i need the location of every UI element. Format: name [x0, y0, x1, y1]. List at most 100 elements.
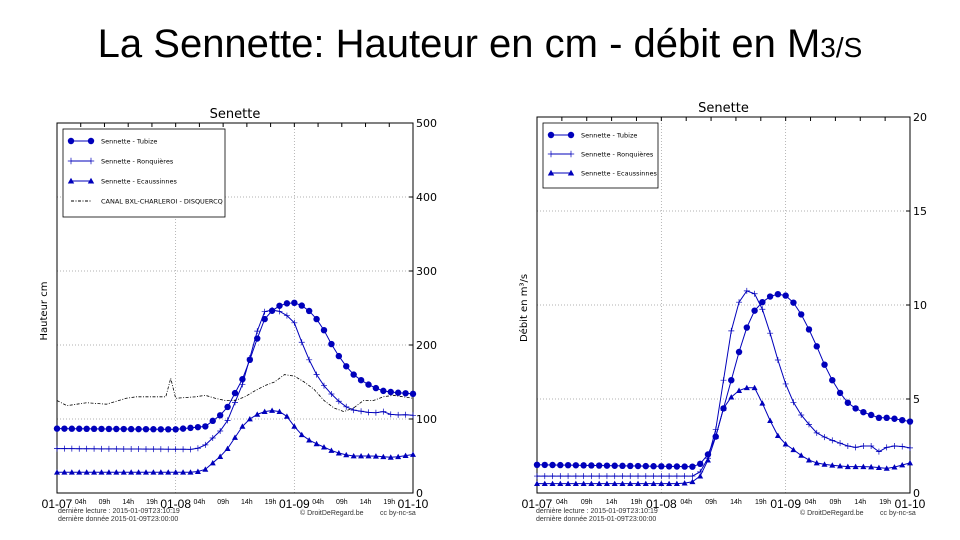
x-tick-label: 19h [146, 499, 158, 506]
data-point [157, 426, 165, 433]
data-point [720, 377, 727, 384]
data-point [883, 465, 890, 471]
data-point [120, 469, 127, 475]
x-tick-label: 14h [854, 499, 866, 506]
data-point [91, 445, 98, 452]
y-tick-label: 300 [416, 265, 437, 278]
data-point [180, 469, 187, 475]
data-point [217, 428, 224, 435]
data-point [790, 446, 797, 453]
data-point [666, 480, 673, 486]
data-point [899, 462, 906, 468]
data-point [194, 468, 201, 474]
data-point [76, 445, 83, 452]
data-point [658, 473, 665, 480]
data-point [696, 460, 704, 468]
data-point [283, 312, 290, 319]
data-point [402, 390, 409, 397]
x-tick-label: 04h [194, 499, 206, 506]
data-point [172, 446, 179, 453]
legend: Sennette - Tubize Sennette - Ronquières Se… [62, 128, 226, 218]
data-point [564, 461, 572, 469]
data-point [673, 480, 680, 486]
footer-right-1: dernière lecture : 2015-01-09T23:10:19 de… [536, 508, 658, 524]
data-point [68, 425, 76, 432]
data-point [91, 469, 98, 475]
data-point [534, 473, 540, 480]
x-tick-label: 01-09 [770, 497, 801, 511]
data-point [665, 463, 673, 470]
data-point [642, 473, 649, 480]
data-point [549, 480, 556, 486]
data-point [751, 290, 758, 297]
data-point [891, 443, 898, 449]
data-point [172, 426, 179, 433]
data-point [891, 464, 898, 470]
plot-frame [56, 122, 414, 494]
data-point [387, 454, 394, 460]
data-point [689, 463, 696, 470]
data-point [844, 443, 851, 449]
data-point [291, 319, 298, 326]
data-point [588, 462, 595, 469]
data-point [782, 441, 789, 447]
data-point [283, 300, 291, 307]
slide-title-main: La Sennette: Hauteur en cm - débit en M [97, 22, 821, 66]
data-point [61, 425, 68, 432]
series-2 [534, 287, 913, 480]
data-point [798, 311, 805, 318]
data-point [611, 473, 618, 480]
data-point [875, 464, 882, 471]
data-point [790, 399, 797, 406]
data-point [875, 448, 882, 455]
data-point [298, 302, 305, 309]
data-point [565, 480, 572, 486]
data-point [276, 308, 283, 315]
data-point [387, 388, 394, 396]
data-point [98, 469, 105, 475]
x-tick-label: 01-09 [279, 497, 310, 511]
data-point [567, 169, 575, 176]
data-point [595, 462, 603, 469]
data-point [246, 354, 253, 361]
data-point [844, 399, 852, 406]
data-point [127, 425, 135, 433]
data-point [187, 424, 194, 432]
data-point [627, 480, 634, 486]
data-point [328, 340, 335, 348]
data-point [87, 157, 95, 165]
data-point [68, 445, 75, 452]
data-point [209, 459, 216, 466]
data-point [254, 411, 261, 417]
data-point [365, 453, 372, 459]
y-tick-label: 200 [416, 339, 437, 352]
y-axis-label: Débit en m³/s [518, 274, 530, 342]
data-point [187, 446, 194, 453]
data-point [335, 398, 342, 405]
legend-label: Sennette - Tubize [581, 132, 637, 140]
data-point [580, 462, 587, 469]
data-point [142, 425, 150, 433]
x-tick-label: 09h [581, 499, 593, 506]
data-point [541, 461, 548, 469]
x-tick-label: 09h [830, 499, 842, 506]
data-point [883, 444, 890, 451]
data-point [673, 473, 680, 480]
data-point [759, 306, 766, 313]
x-tick-label: 01-07 [522, 497, 553, 511]
x-tick-label: 04h [805, 499, 817, 506]
data-point [224, 417, 231, 424]
x-tick-label: 04h [75, 499, 87, 506]
data-point [658, 480, 665, 486]
data-point [395, 411, 402, 418]
y-axis-label: Hauteur cm [39, 282, 50, 341]
data-point [627, 462, 634, 470]
data-point [821, 434, 828, 441]
legend-label: Sennette - Ronquières [101, 158, 174, 166]
data-point [113, 469, 120, 475]
data-point [105, 469, 112, 475]
data-point [697, 473, 704, 479]
data-point [98, 445, 105, 452]
data-point [410, 412, 416, 419]
data-point [813, 459, 820, 466]
